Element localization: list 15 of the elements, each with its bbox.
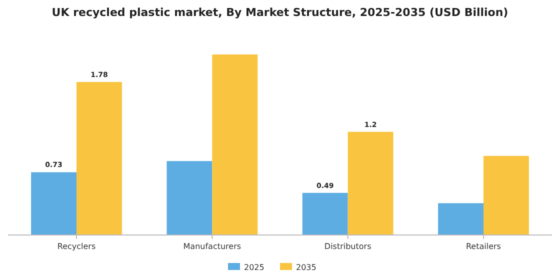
x-tick-label: Distributors	[324, 242, 372, 251]
bar	[438, 203, 484, 235]
x-tick-label: Recyclers	[57, 242, 96, 251]
legend-label: 2035	[296, 263, 316, 272]
bar	[302, 192, 348, 235]
bar	[212, 54, 258, 235]
bar	[483, 156, 529, 235]
bar	[31, 172, 77, 235]
bar	[76, 82, 122, 235]
x-tick-label: Retailers	[466, 242, 501, 251]
bar	[166, 161, 212, 235]
legend-label: 2025	[244, 263, 264, 272]
x-tick-label: Manufacturers	[183, 242, 242, 251]
chart-title: UK recycled plastic market, By Market Structure, 2025-2035 (USD Billion)	[52, 6, 508, 19]
bar	[348, 132, 394, 235]
